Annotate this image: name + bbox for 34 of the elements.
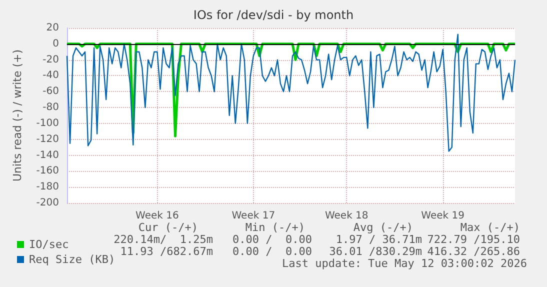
x-tick-label: Week 16 — [136, 210, 179, 222]
text: 416.32 /265.86 — [427, 245, 520, 258]
text: Last update: Tue May 12 03:00:02 2026 — [282, 257, 528, 270]
y-tick-label: -160 — [36, 166, 59, 177]
y-tick-label: -20 — [42, 54, 59, 66]
text: 36.01 /830.29m — [329, 245, 422, 258]
y-tick-label: -180 — [36, 182, 59, 193]
y-tick-label: -100 — [36, 118, 59, 129]
y-tick-label: -140 — [36, 150, 59, 161]
text: 1.97 / 36.71m — [336, 233, 422, 246]
y-tick-label: -60 — [42, 86, 59, 98]
text: Max (-/+) — [460, 221, 520, 234]
y-tick-label: 20 — [46, 22, 59, 34]
legend-label: IO/sec — [29, 238, 69, 251]
text: Cur (-/+) — [138, 221, 198, 234]
chart-title: IOs for /dev/sdi - by month — [193, 8, 354, 22]
text: Avg (-/+) — [353, 221, 414, 234]
y-tick-label: 0 — [52, 38, 59, 50]
text: 722.79 /195.10 — [427, 233, 520, 246]
text: Min (-/+) — [245, 221, 306, 234]
text: 220.14m/ 1.25m — [114, 233, 214, 246]
text: 0.00 / 0.00 — [232, 245, 312, 258]
text: 0.00 / 0.00 — [232, 233, 312, 246]
y-tick-label: -80 — [42, 102, 59, 114]
x-tick-label: Week 19 — [421, 210, 464, 222]
text: 11.93 /682.67m — [120, 245, 214, 258]
x-tick-label: Week 17 — [232, 210, 276, 222]
legend-label: Req Size (KB) — [29, 253, 116, 266]
y-tick-label: -120 — [36, 134, 59, 145]
y-tick-label: -200 — [36, 198, 59, 208]
y-tick-label: -40 — [42, 70, 59, 82]
line-series — [66, 34, 516, 152]
y-axis-title: Units read (-) / write (+) — [11, 49, 24, 182]
x-tick-label: Week 18 — [324, 210, 368, 222]
